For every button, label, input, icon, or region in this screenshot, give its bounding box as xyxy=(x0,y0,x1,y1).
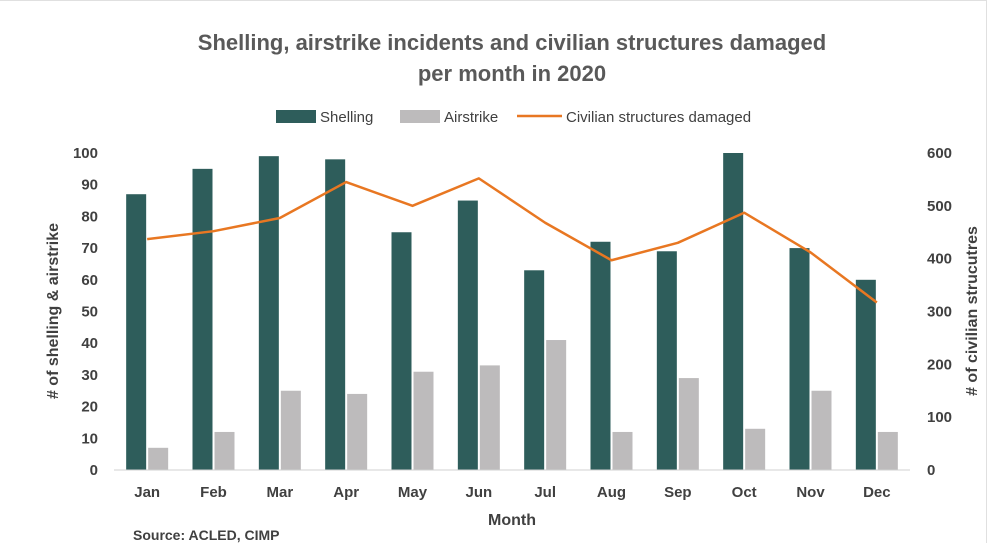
bar-shelling-dec xyxy=(855,279,876,470)
bar-airstrike-mar xyxy=(280,390,301,470)
x-tick-label-sep: Sep xyxy=(664,484,692,501)
bar-shelling-jun xyxy=(457,200,478,471)
right-y-tick-label: 0 xyxy=(927,462,935,479)
bar-shelling-jul xyxy=(524,270,545,470)
x-axis-title: Month xyxy=(488,512,536,529)
legend: Shelling Airstrike Civilian structures d… xyxy=(276,109,751,126)
left-y-tick-label: 30 xyxy=(81,367,98,384)
x-tick-label-feb: Feb xyxy=(200,484,227,501)
bar-shelling-aug xyxy=(590,241,611,470)
right-y-tick-label: 400 xyxy=(927,251,952,268)
bar-shelling-apr xyxy=(325,159,346,470)
left-y-tick-label: 0 xyxy=(90,462,98,479)
bar-airstrike-apr xyxy=(347,393,368,470)
legend-label-civilian: Civilian structures damaged xyxy=(566,109,751,126)
bar-airstrike-jun xyxy=(479,365,500,470)
bar-airstrike-nov xyxy=(811,390,832,470)
x-tick-label-apr: Apr xyxy=(333,484,359,501)
x-tick-label-jun: Jun xyxy=(465,484,492,501)
left-y-tick-label: 80 xyxy=(81,208,98,225)
bar-airstrike-jan xyxy=(148,447,169,470)
bar-shelling-feb xyxy=(192,168,213,470)
x-tick-label-mar: Mar xyxy=(266,484,293,501)
x-tick-label-jul: Jul xyxy=(534,484,556,501)
legend-swatch-airstrike xyxy=(400,110,440,123)
civilian-line-series xyxy=(147,177,878,304)
bar-shelling-nov xyxy=(789,248,810,470)
left-y-tick-label: 40 xyxy=(81,335,98,352)
left-y-tick-label: 100 xyxy=(73,145,98,162)
left-y-tick-label: 50 xyxy=(81,304,98,321)
legend-label-airstrike: Airstrike xyxy=(444,109,498,126)
chart-title-line-2: per month in 2020 xyxy=(418,61,606,86)
bar-airstrike-oct xyxy=(745,428,766,470)
bar-shelling-oct xyxy=(723,153,744,470)
chart-title-line-1: Shelling, airstrike incidents and civili… xyxy=(198,30,826,55)
legend-label-shelling: Shelling xyxy=(320,109,373,126)
x-axis-ticks: Jan Feb Mar Apr May Jun Jul Aug Sep Oct Nov Dec xyxy=(134,484,890,501)
left-y-tick-label: 10 xyxy=(81,430,98,447)
left-y-tick-label: 90 xyxy=(81,177,98,194)
bars xyxy=(126,153,898,471)
bar-shelling-sep xyxy=(656,251,677,470)
legend-swatch-shelling xyxy=(276,110,316,123)
right-y-tick-label: 100 xyxy=(927,409,952,426)
left-y-tick-label: 60 xyxy=(81,272,98,289)
bar-airstrike-feb xyxy=(214,431,235,470)
right-y-tick-label: 500 xyxy=(927,198,952,215)
bar-shelling-jan xyxy=(126,194,147,470)
bar-shelling-may xyxy=(391,232,412,470)
bar-shelling-mar xyxy=(258,156,279,471)
x-tick-label-oct: Oct xyxy=(732,484,757,501)
left-y-axis-title: # of shelling & airstrike xyxy=(45,223,62,399)
source-note: Source: ACLED, CIMP xyxy=(133,527,280,543)
x-tick-label-dec: Dec xyxy=(863,484,891,501)
x-tick-label-jan: Jan xyxy=(134,484,160,501)
right-y-tick-label: 600 xyxy=(927,145,952,162)
right-y-tick-label: 200 xyxy=(927,356,952,373)
left-y-axis: 0 10 20 30 40 50 60 70 80 90 100 xyxy=(73,145,98,479)
bar-airstrike-dec xyxy=(877,431,898,470)
left-y-tick-label: 20 xyxy=(81,399,98,416)
left-y-tick-label: 70 xyxy=(81,240,98,257)
right-y-axis-title: # of civilian strucutres xyxy=(964,226,981,396)
bar-airstrike-may xyxy=(413,371,434,470)
right-y-axis: 0 100 200 300 400 500 600 xyxy=(927,145,952,479)
x-tick-label-nov: Nov xyxy=(796,484,825,501)
x-tick-label-aug: Aug xyxy=(597,484,626,501)
bar-airstrike-jul xyxy=(546,340,567,470)
x-tick-label-may: May xyxy=(398,484,428,501)
bar-airstrike-sep xyxy=(678,378,699,470)
right-y-tick-label: 300 xyxy=(927,304,952,321)
bar-airstrike-aug xyxy=(612,431,633,470)
line-civilian-structures xyxy=(147,177,878,304)
